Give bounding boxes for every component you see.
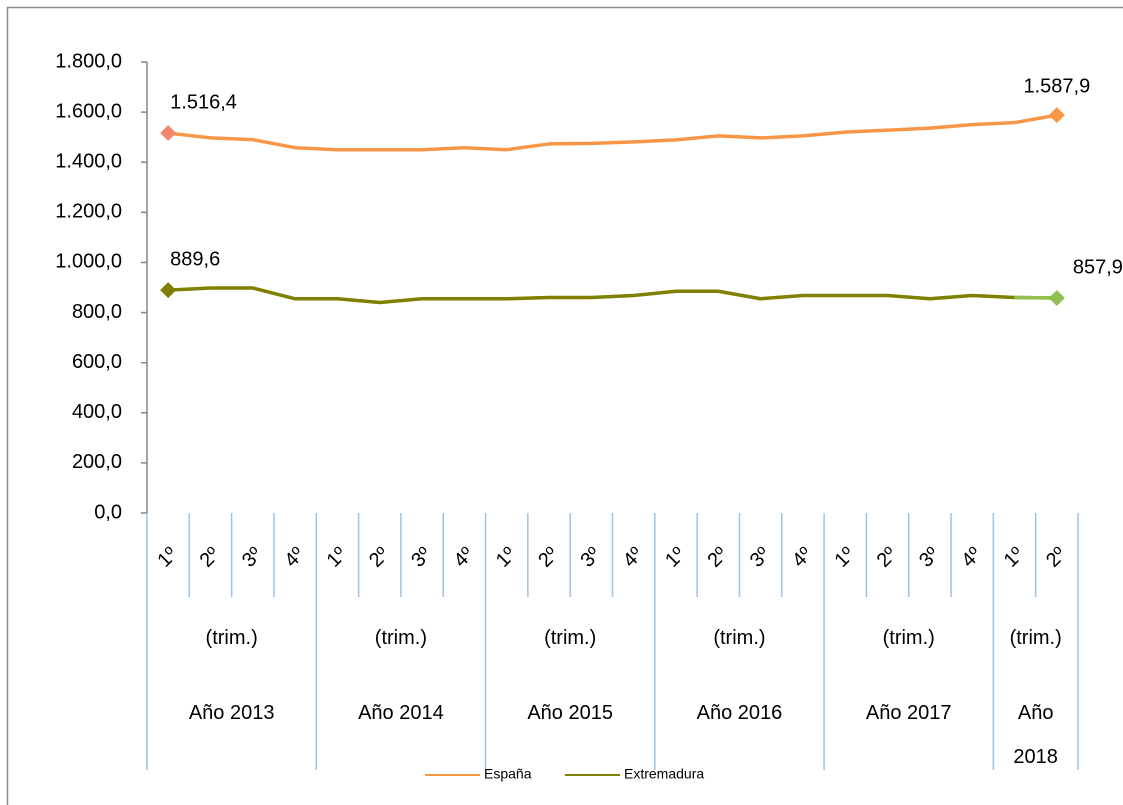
- y-tick-label: 1.000,0: [55, 251, 122, 273]
- group-sub-label: (trim.): [544, 627, 597, 649]
- point-marker: [1048, 290, 1065, 307]
- point-marker: [1048, 107, 1065, 124]
- y-tick-label: 400,0: [72, 401, 122, 423]
- legend-label: Extremadura: [624, 766, 704, 782]
- group-sub-label: (trim.): [1009, 627, 1062, 649]
- y-tick-label: 1.400,0: [55, 151, 122, 173]
- point-marker: [160, 125, 177, 142]
- y-tick-label: 0,0: [94, 501, 122, 523]
- group-label: Año 2018: [1013, 702, 1058, 768]
- chart-frame: [6, 6, 1123, 805]
- group-label: Año 2016: [696, 702, 783, 724]
- group-label: Año 2014: [358, 702, 444, 724]
- y-tick-label: 800,0: [72, 301, 122, 323]
- group-sub-label: (trim.): [713, 627, 766, 649]
- point-marker: [160, 282, 177, 299]
- y-tick-label: 1.200,0: [55, 201, 122, 223]
- y-tick-label: 200,0: [72, 451, 122, 473]
- series-line: [167, 113, 1058, 152]
- group-sub-label: (trim.): [374, 627, 427, 649]
- group-label: Año 2013: [188, 702, 275, 724]
- y-tick-label: 1.800,0: [55, 50, 122, 72]
- y-tick-label: 1.600,0: [55, 100, 122, 122]
- y-tick-label: 600,0: [72, 351, 122, 373]
- series-line: [168, 286, 1057, 305]
- group-sub-label: (trim.): [882, 627, 935, 649]
- group-label: Año 2015: [527, 702, 613, 724]
- legend-label: España: [484, 766, 532, 782]
- group-label: Año 2017: [865, 702, 952, 724]
- data-label: 1.587,9: [1023, 75, 1090, 97]
- group-sub-label: (trim.): [205, 627, 258, 649]
- data-label: 857,9: [1073, 256, 1123, 278]
- data-label: 889,6: [170, 248, 220, 270]
- data-label: 1.516,4: [170, 91, 237, 113]
